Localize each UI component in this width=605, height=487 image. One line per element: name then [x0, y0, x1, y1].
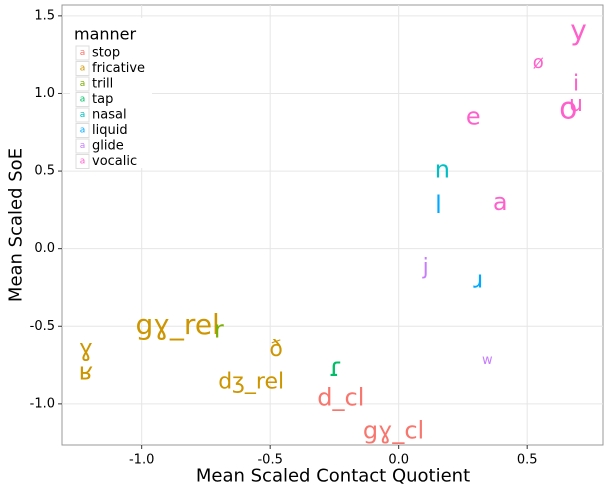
- point-label: ɾ: [329, 353, 343, 383]
- legend-key-glyph: a: [80, 79, 86, 89]
- legend-label: stop: [92, 46, 120, 61]
- point-label: ɣ: [79, 334, 93, 362]
- point-label: n: [435, 156, 450, 184]
- legend-key: [75, 76, 90, 92]
- point-label: ð: [269, 337, 282, 362]
- y-tick-label: -1.0: [30, 396, 55, 411]
- panel: [61, 4, 604, 446]
- point-label: w: [482, 353, 493, 368]
- y-tick-label: -0.5: [30, 319, 55, 334]
- point-label: r: [214, 315, 224, 343]
- x-tick-label: -1.0: [129, 453, 154, 468]
- legend-key: [75, 107, 90, 123]
- legend-key: [75, 45, 90, 61]
- x-tick-label: 0.0: [388, 453, 409, 468]
- y-tick-label: 1.5: [34, 8, 55, 23]
- legend-title: manner: [74, 25, 137, 44]
- legend-label: tap: [92, 92, 113, 107]
- legend-key-glyph: a: [80, 126, 86, 136]
- point-label: u: [569, 92, 583, 117]
- legend-key: [75, 92, 90, 107]
- point-label: gɣ_cl: [363, 416, 424, 444]
- legend-key-glyph: a: [80, 157, 86, 167]
- point-label: dʒ_rel: [218, 370, 284, 395]
- x-tick-label: -0.5: [257, 453, 282, 468]
- point-label: e: [466, 103, 481, 131]
- x-axis-label: Mean Scaled Contact Quotient: [196, 466, 470, 487]
- legend-key-glyph: a: [80, 48, 86, 58]
- legend-key-glyph: a: [80, 64, 86, 74]
- legend-key: [75, 123, 90, 138]
- y-tick-label: 1.0: [34, 86, 55, 101]
- x-tick-label: 0.5: [517, 453, 538, 468]
- legend-key-glyph: a: [80, 141, 86, 151]
- legend-key: [75, 138, 90, 154]
- y-tick-label: 0.5: [34, 164, 55, 179]
- point-label: l: [435, 191, 442, 219]
- legend-label: liquid: [92, 123, 128, 138]
- point-label: j: [422, 255, 429, 280]
- point-label: ø: [533, 52, 544, 73]
- point-label: a: [493, 188, 508, 216]
- point-label: i: [573, 72, 579, 97]
- legend-label: fricative: [92, 61, 145, 76]
- point-label: d_cl: [317, 384, 364, 412]
- point-label: gɣ_rel: [135, 308, 219, 341]
- y-tick-label: 0.0: [34, 241, 55, 256]
- y-axis-label: Mean Scaled SoE: [6, 148, 27, 302]
- legend-label: trill: [92, 77, 113, 92]
- point-label: ɹ: [473, 266, 483, 294]
- legend-label: vocalic: [92, 154, 137, 169]
- point-label: y: [570, 13, 587, 46]
- point-label: ʁ: [79, 357, 93, 385]
- legend-key-glyph: a: [80, 110, 86, 120]
- legend-label: nasal: [92, 108, 127, 123]
- legend-key: [75, 154, 90, 169]
- point-label: o: [559, 91, 577, 126]
- legend-label: glide: [92, 139, 124, 154]
- legend-key-glyph: a: [80, 95, 86, 105]
- legend-key: [75, 61, 90, 76]
